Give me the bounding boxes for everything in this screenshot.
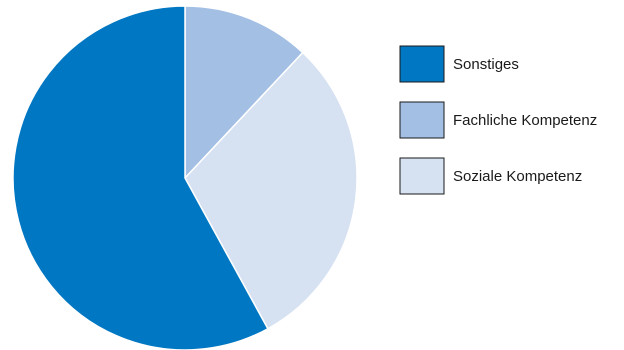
legend-swatch-soziale-kompetenz <box>399 157 445 195</box>
pie-slice-soziale-kompetenz <box>184 51 358 330</box>
legend-item-sonstiges: Sonstiges <box>399 45 519 83</box>
legend-swatch-fachliche-kompetenz <box>399 101 445 139</box>
pie-slices <box>12 5 358 350</box>
pie-slice-fachliche-kompetenz <box>184 5 304 179</box>
legend: Sonstiges Fachliche Kompetenz Soziale Komp… <box>399 45 597 195</box>
legend-label-sonstiges: Sonstiges <box>453 56 519 73</box>
legend-item-fachliche-kompetenz: Fachliche Kompetenz <box>399 101 597 139</box>
legend-item-soziale-kompetenz: Soziale Kompetenz <box>399 157 582 195</box>
legend-label-soziale-kompetenz: Soziale Kompetenz <box>453 168 582 185</box>
legend-swatch-sonstiges <box>399 45 445 83</box>
legend-label-fachliche-kompetenz: Fachliche Kompetenz <box>453 112 597 129</box>
